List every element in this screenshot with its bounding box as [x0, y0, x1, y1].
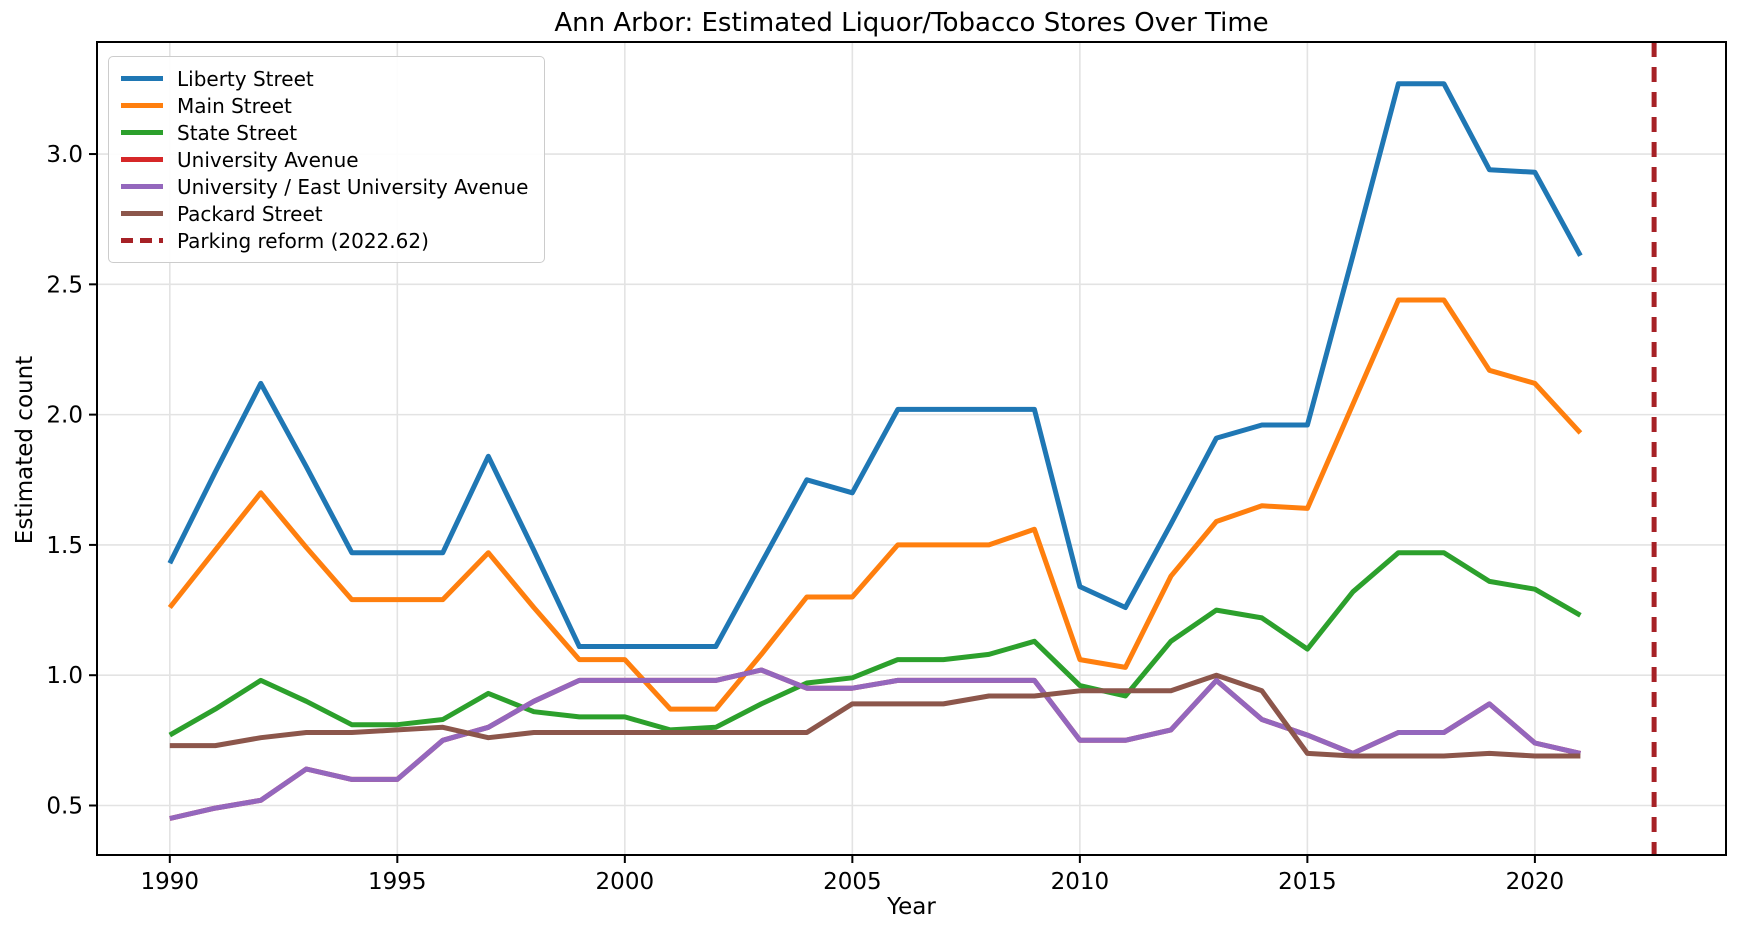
legend-line-swatch: [121, 211, 163, 216]
legend-item-label: Liberty Street: [177, 66, 314, 91]
y-tick-label: 1.5: [46, 533, 83, 559]
y-tick-label: 0.5: [46, 793, 83, 819]
legend-item-label: Parking reform (2022.62): [177, 228, 429, 253]
legend-line-swatch: [121, 103, 163, 108]
y-tick-label: 3.0: [46, 142, 83, 168]
legend-item-liberty-street: Liberty Street: [121, 65, 528, 92]
y-tick-label: 2.5: [46, 272, 83, 298]
axes-spines: [96, 41, 1727, 856]
legend-item-label: State Street: [177, 120, 298, 145]
legend-item-parking-reform: Parking reform (2022.62): [121, 227, 528, 254]
legend-item-label: University / East University Avenue: [177, 174, 529, 199]
legend: Liberty Street Main Street State Street …: [108, 56, 546, 263]
x-axis-label: Year: [887, 894, 936, 920]
tick-marks: [89, 153, 1536, 863]
series-line-main-street: [167, 297, 1583, 712]
y-tick-label: 2.0: [46, 403, 83, 429]
x-tick-label: 1990: [141, 869, 200, 895]
legend-item-packard-street: Packard Street: [121, 200, 528, 227]
legend-item-main-street: Main Street: [121, 92, 528, 119]
legend-item-university-east-university-avenue: University / East University Avenue: [121, 173, 528, 200]
legend-line-swatch: [121, 130, 163, 135]
tick-labels: 1990 1995 2000 2005 2010 2015 2020 0.5 1.0 1.5 2.0…: [46, 142, 1564, 895]
series-line-liberty-street: [167, 81, 1583, 649]
series-line-university-east-university-avenue: [169, 667, 1581, 821]
legend-item-university-avenue: University Avenue: [121, 146, 528, 173]
y-tick-label: 1.0: [46, 663, 83, 689]
legend-line-swatch: [121, 76, 163, 81]
x-tick-label: 2010: [1051, 869, 1110, 895]
x-tick-label: 2020: [1506, 869, 1565, 895]
legend-item-state-street: State Street: [121, 119, 528, 146]
series-line-state-street: [168, 550, 1582, 738]
legend-dashed-line-swatch: [121, 238, 163, 243]
legend-item-label: Main Street: [177, 93, 292, 118]
legend-line-swatch: [121, 184, 163, 189]
legend-item-label: Packard Street: [177, 201, 323, 226]
x-tick-label: 2000: [596, 869, 655, 895]
series-line-packard-street: [169, 672, 1581, 759]
legend-item-label: University Avenue: [177, 147, 359, 172]
x-tick-label: 2015: [1278, 869, 1337, 895]
series-lines: [167, 81, 1583, 821]
chart-title: Ann Arbor: Estimated Liquor/Tobacco Stor…: [554, 8, 1269, 38]
legend-line-swatch: [121, 157, 163, 162]
x-tick-label: 1995: [368, 869, 427, 895]
x-tick-label: 2005: [823, 869, 882, 895]
